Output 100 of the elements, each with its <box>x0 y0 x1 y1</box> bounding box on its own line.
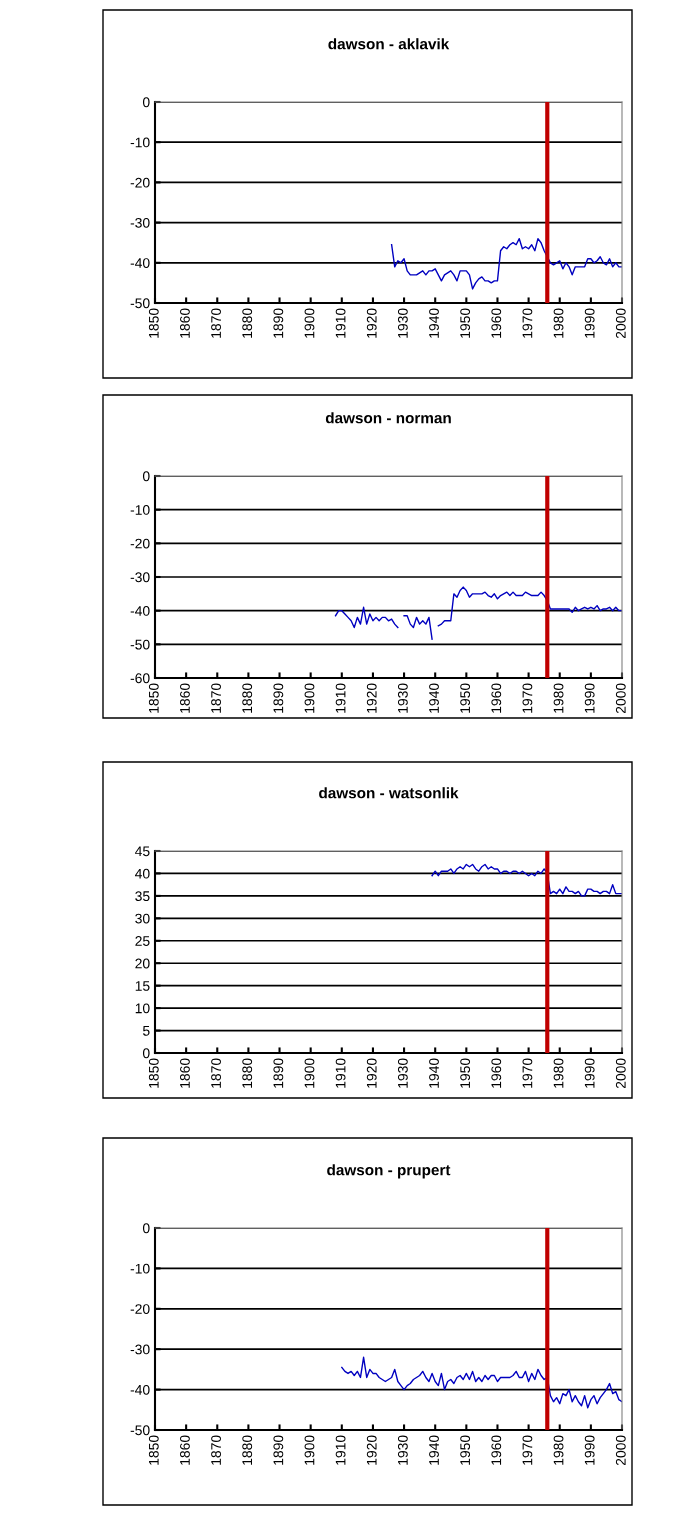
x-tick-label: 1900 <box>304 1435 315 1465</box>
y-tick-label: -40 <box>130 1384 150 1395</box>
x-tick-label: 1930 <box>397 1058 408 1088</box>
x-tick-label: 1900 <box>304 1058 315 1088</box>
y-tick-label: 15 <box>135 981 150 991</box>
x-tick-label: 1950 <box>460 1058 471 1088</box>
y-tick-label: -40 <box>130 606 150 616</box>
x-tick-label: 1970 <box>522 683 533 713</box>
y-tick-label: -10 <box>130 1263 150 1274</box>
chart-title: dawson - aklavik <box>328 38 450 50</box>
x-tick-label: 1910 <box>335 1435 346 1465</box>
x-tick-label: 1920 <box>366 1435 377 1465</box>
x-tick-label: 1900 <box>304 308 315 338</box>
x-tick-label: 1960 <box>491 308 502 338</box>
y-tick-label: -60 <box>130 673 150 684</box>
y-tick-label: 20 <box>135 958 150 969</box>
y-tick-label: -10 <box>130 137 150 148</box>
y-tick-label: -20 <box>130 1304 150 1314</box>
y-tick-label: 35 <box>135 891 150 902</box>
x-tick-label: 1940 <box>429 1435 439 1465</box>
x-tick-label: 1900 <box>304 683 315 713</box>
x-tick-label: 1910 <box>335 683 346 713</box>
y-tick-label: 25 <box>135 936 150 946</box>
chart-title: dawson - watsonlik <box>319 787 459 799</box>
x-tick-label: 1960 <box>491 1058 502 1088</box>
y-tick-label: 0 <box>142 1223 150 1234</box>
x-tick-label: 2000 <box>615 683 626 714</box>
x-tick-label: 1910 <box>335 308 346 338</box>
x-tick-label: 1870 <box>211 683 221 713</box>
x-tick-label: 1890 <box>273 1058 284 1088</box>
x-tick-label: 1850 <box>148 1435 159 1465</box>
x-tick-label: 1950 <box>460 683 471 713</box>
x-tick-label: 1930 <box>397 683 408 713</box>
x-tick-label: 2000 <box>615 308 626 339</box>
x-tick-label: 1880 <box>242 683 253 713</box>
y-tick-label: -30 <box>130 1344 150 1355</box>
x-tick-label: 1980 <box>553 683 564 713</box>
x-tick-label: 1870 <box>211 1435 221 1465</box>
x-tick-label: 1940 <box>429 308 439 338</box>
x-tick-label: 1980 <box>553 1058 564 1088</box>
x-tick-label: 1930 <box>397 1435 408 1465</box>
y-tick-label: -20 <box>130 177 150 188</box>
x-tick-label: 1860 <box>180 1435 190 1465</box>
x-tick-label: 1970 <box>522 308 533 338</box>
x-tick-label: 1860 <box>180 683 190 713</box>
x-tick-label: 1950 <box>460 1435 471 1465</box>
x-tick-label: 1960 <box>491 1435 502 1465</box>
x-tick-label: 1870 <box>211 308 221 338</box>
x-tick-label: 1990 <box>584 308 595 338</box>
x-tick-label: 1890 <box>273 683 284 713</box>
x-tick-label: 1880 <box>242 1058 253 1088</box>
x-tick-label: 1910 <box>335 1058 346 1088</box>
x-tick-label: 1920 <box>366 1058 377 1088</box>
x-tick-label: 1860 <box>180 1058 190 1088</box>
y-tick-label: 30 <box>135 913 150 924</box>
x-tick-label: 1930 <box>397 308 408 338</box>
y-tick-label: -10 <box>130 505 150 515</box>
line-series <box>431 863 622 897</box>
x-tick-label: 1850 <box>148 308 159 338</box>
x-tick-label: 1940 <box>429 683 439 713</box>
y-tick-label: -50 <box>130 298 150 309</box>
y-tick-label: -20 <box>130 538 150 549</box>
x-tick-label: 1970 <box>522 1435 533 1465</box>
y-tick-label: -30 <box>130 217 150 228</box>
x-tick-label: 1850 <box>148 1058 159 1088</box>
y-tick-label: -40 <box>130 258 150 268</box>
x-tick-label: 2000 <box>615 1435 626 1466</box>
x-tick-label: 2000 <box>615 1058 626 1089</box>
y-tick-label: 5 <box>142 1026 150 1036</box>
x-tick-label: 1990 <box>584 1058 595 1088</box>
x-tick-label: 1870 <box>211 1058 221 1088</box>
y-tick-label: 45 <box>135 846 150 857</box>
x-tick-label: 1970 <box>522 1058 533 1088</box>
y-tick-label: -50 <box>130 639 150 650</box>
chart-title: dawson - norman <box>325 412 451 424</box>
x-tick-label: 1880 <box>242 308 253 338</box>
x-tick-label: 1860 <box>180 308 190 338</box>
y-tick-label: 40 <box>135 868 150 879</box>
y-tick-label: 0 <box>142 471 150 482</box>
x-tick-label: 1980 <box>553 308 564 338</box>
x-tick-label: 1950 <box>460 308 471 338</box>
y-tick-label: 0 <box>142 97 150 108</box>
x-tick-label: 1890 <box>273 308 284 338</box>
y-tick-label: -30 <box>130 572 150 583</box>
x-tick-label: 1890 <box>273 1435 284 1465</box>
x-tick-label: 1850 <box>148 683 159 713</box>
x-tick-label: 1940 <box>429 1058 439 1088</box>
x-tick-label: 1920 <box>366 683 377 713</box>
chart-title: dawson - prupert <box>327 1164 451 1179</box>
y-tick-label: 10 <box>135 1003 150 1014</box>
y-tick-label: -50 <box>130 1425 150 1436</box>
line-series <box>390 237 622 290</box>
x-tick-label: 1990 <box>584 1435 595 1465</box>
y-tick-label: 0 <box>142 1048 150 1059</box>
x-tick-label: 1920 <box>366 308 377 338</box>
line-series <box>341 1356 622 1409</box>
x-tick-label: 1880 <box>242 1435 253 1465</box>
x-tick-label: 1990 <box>584 683 595 713</box>
x-tick-label: 1980 <box>553 1435 564 1465</box>
x-tick-label: 1960 <box>491 683 502 713</box>
